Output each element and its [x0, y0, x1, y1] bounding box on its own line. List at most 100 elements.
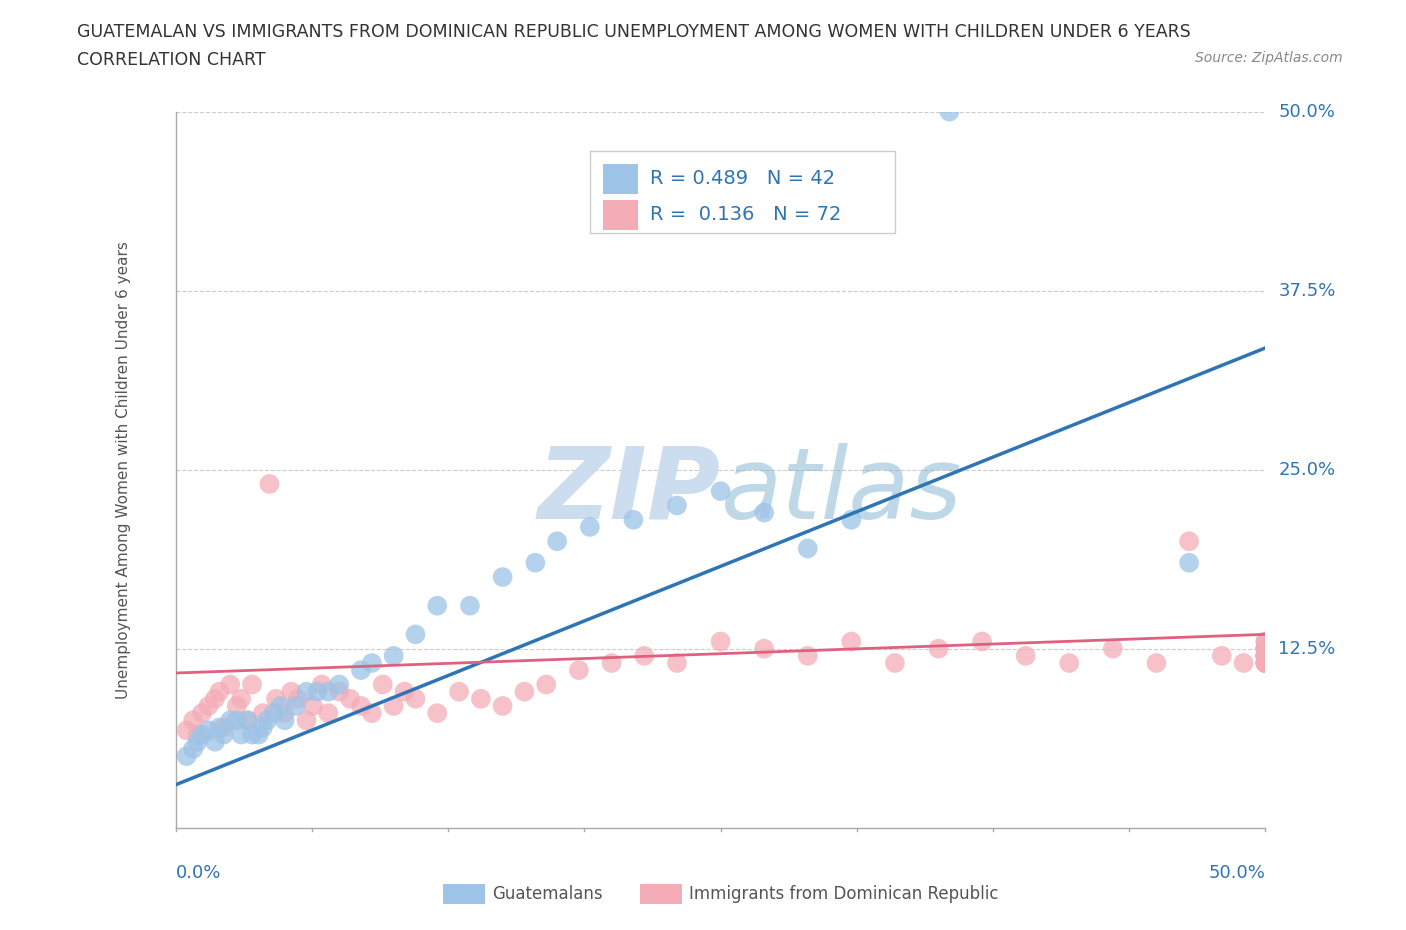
Point — [1254, 648, 1277, 663]
Point — [191, 706, 214, 721]
Point — [231, 691, 253, 706]
Point — [186, 735, 209, 750]
Point — [197, 723, 219, 737]
Text: 50.0%: 50.0% — [1278, 102, 1336, 121]
Point — [287, 691, 309, 706]
Point — [360, 656, 382, 671]
Point — [405, 691, 427, 706]
Point — [236, 712, 259, 727]
Text: Unemployment Among Women with Children Under 6 years: Unemployment Among Women with Children U… — [115, 241, 131, 698]
Point — [318, 684, 340, 699]
Text: 25.0%: 25.0% — [1278, 460, 1336, 479]
Point — [1211, 648, 1233, 663]
Point — [394, 684, 416, 699]
Point — [208, 684, 231, 699]
Text: Source: ZipAtlas.com: Source: ZipAtlas.com — [1195, 51, 1343, 65]
Point — [236, 712, 259, 727]
Point — [280, 684, 302, 699]
Bar — [640, 884, 682, 904]
Point — [884, 656, 907, 671]
Point — [1254, 648, 1277, 663]
Point — [219, 712, 242, 727]
Point — [1178, 534, 1201, 549]
Point — [204, 735, 226, 750]
Point — [621, 512, 644, 527]
Point — [382, 698, 405, 713]
Text: ZIP: ZIP — [537, 443, 721, 539]
Point — [1254, 648, 1277, 663]
Point — [754, 642, 776, 657]
Point — [633, 648, 655, 663]
Point — [274, 712, 297, 727]
Point — [176, 749, 198, 764]
Point — [796, 541, 818, 556]
Text: R = 0.489   N = 42: R = 0.489 N = 42 — [650, 169, 835, 189]
Point — [534, 677, 557, 692]
Point — [492, 698, 515, 713]
Point — [212, 727, 235, 742]
Point — [225, 698, 247, 713]
Point — [263, 706, 285, 721]
Point — [371, 677, 394, 692]
Text: 50.0%: 50.0% — [1209, 863, 1265, 882]
Point — [928, 642, 950, 657]
Point — [307, 684, 329, 699]
Point — [1178, 555, 1201, 570]
Point — [181, 712, 204, 727]
Point — [666, 498, 689, 513]
Point — [970, 634, 993, 649]
Text: Guatemalans: Guatemalans — [492, 884, 603, 903]
Point — [1102, 642, 1125, 657]
Text: CORRELATION CHART: CORRELATION CHART — [77, 51, 266, 69]
Point — [247, 727, 270, 742]
Point — [1015, 648, 1038, 663]
Point — [600, 656, 623, 671]
Bar — [603, 200, 638, 230]
Point — [274, 706, 297, 721]
Point — [1254, 656, 1277, 671]
Point — [1254, 648, 1277, 663]
Point — [219, 677, 242, 692]
Point — [212, 720, 235, 735]
Point — [1144, 656, 1167, 671]
Point — [492, 569, 515, 585]
Point — [796, 648, 818, 663]
Text: 0.0%: 0.0% — [176, 863, 221, 882]
Text: 12.5%: 12.5% — [1278, 640, 1336, 658]
Point — [302, 698, 325, 713]
Text: atlas: atlas — [721, 443, 962, 539]
Point — [328, 677, 350, 692]
Point — [1254, 656, 1277, 671]
Point — [1254, 642, 1277, 657]
Point — [295, 684, 318, 699]
Point — [339, 691, 361, 706]
Point — [666, 656, 689, 671]
FancyBboxPatch shape — [591, 151, 896, 233]
Point — [841, 634, 863, 649]
Point — [470, 691, 492, 706]
Point — [426, 706, 449, 721]
Point — [426, 598, 449, 613]
Bar — [443, 884, 485, 904]
Point — [458, 598, 481, 613]
Point — [318, 706, 340, 721]
Point — [1254, 648, 1277, 663]
Point — [382, 648, 405, 663]
Point — [1254, 648, 1277, 663]
Text: GUATEMALAN VS IMMIGRANTS FROM DOMINICAN REPUBLIC UNEMPLOYMENT AMONG WOMEN WITH C: GUATEMALAN VS IMMIGRANTS FROM DOMINICAN … — [77, 23, 1191, 41]
Point — [1232, 656, 1256, 671]
Point — [269, 698, 291, 713]
Point — [1254, 634, 1277, 649]
Point — [176, 723, 198, 737]
Text: Immigrants from Dominican Republic: Immigrants from Dominican Republic — [689, 884, 998, 903]
Point — [513, 684, 536, 699]
Point — [191, 727, 214, 742]
Point — [256, 712, 278, 727]
Point — [546, 534, 568, 549]
Point — [186, 727, 209, 742]
Point — [568, 663, 591, 678]
Point — [1254, 634, 1277, 649]
Bar — [603, 164, 638, 194]
Point — [240, 727, 263, 742]
Point — [710, 634, 733, 649]
